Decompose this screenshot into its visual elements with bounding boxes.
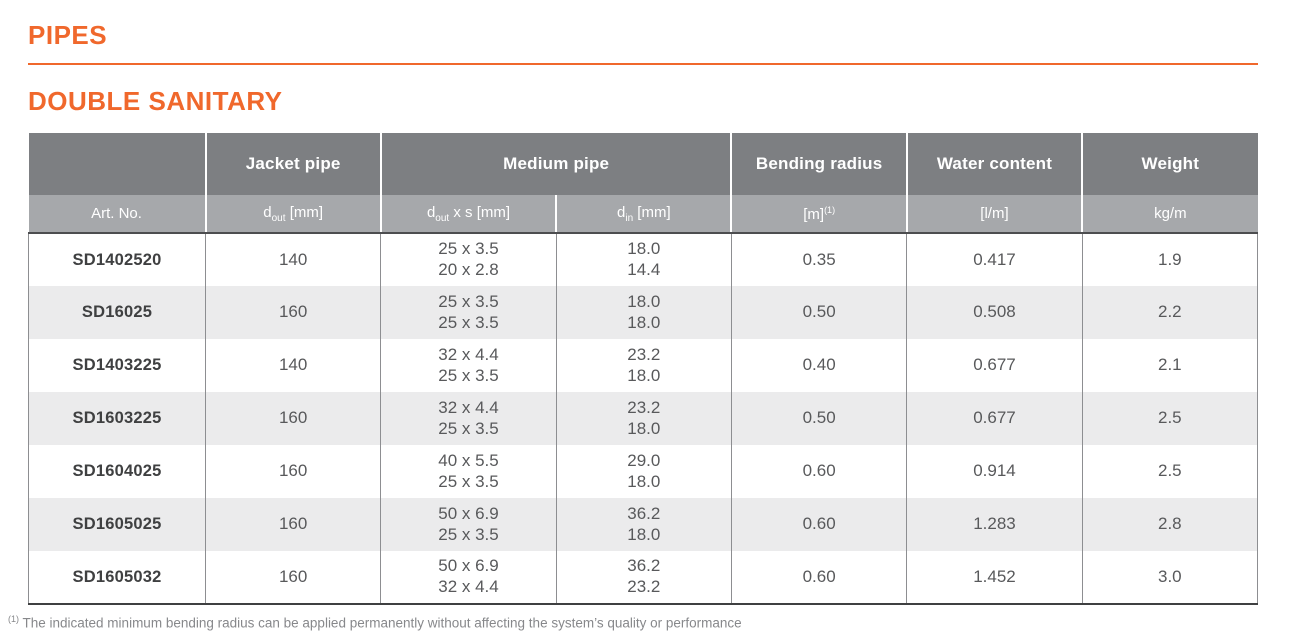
cell-medium-dout-s: 50 x 6.9 32 x 4.4 <box>380 551 557 605</box>
footnote-marker: (1) <box>8 614 19 624</box>
cell-medium-din: 23.2 18.0 <box>556 339 732 392</box>
cell-weight: 2.5 <box>1082 392 1259 445</box>
cell-jacket-dout: 160 <box>205 445 382 498</box>
cell-art-no: SD1605032 <box>28 551 206 605</box>
table-row: SD1604025 160 40 x 5.5 25 x 3.5 29.0 18.… <box>28 445 1259 498</box>
table-body: SD1402520 140 25 x 3.5 20 x 2.8 18.0 14.… <box>28 233 1259 605</box>
table-row: SD1605032 160 50 x 6.9 32 x 4.4 36.2 23.… <box>28 551 1259 605</box>
footnote-text: The indicated minimum bending radius can… <box>19 615 742 631</box>
cell-medium-dout-s: 50 x 6.9 25 x 3.5 <box>380 498 557 551</box>
cell-medium-din: 36.2 18.0 <box>556 498 732 551</box>
cell-water-content: 0.914 <box>906 445 1083 498</box>
cell-water-content: 0.417 <box>906 233 1083 286</box>
group-header-jacket-pipe: Jacket pipe <box>205 133 382 195</box>
group-header-water-content: Water content <box>906 133 1084 195</box>
sub-header-row: Art. No. dout [mm] dout x s [mm] din [mm… <box>28 195 1258 234</box>
cell-weight: 2.1 <box>1082 339 1259 392</box>
cell-weight: 2.5 <box>1082 445 1259 498</box>
cell-jacket-dout: 140 <box>205 339 382 392</box>
cell-water-content: 0.508 <box>906 286 1083 339</box>
group-header-empty <box>28 133 207 195</box>
table-row: SD1603225 160 32 x 4.4 25 x 3.5 23.2 18.… <box>28 392 1259 445</box>
cell-jacket-dout: 160 <box>205 392 382 445</box>
cell-art-no: SD1603225 <box>28 392 206 445</box>
cell-art-no: SD16025 <box>28 286 206 339</box>
title-divider-rule <box>28 63 1258 65</box>
cell-medium-dout-s: 25 x 3.5 25 x 3.5 <box>380 286 557 339</box>
group-header-weight: Weight <box>1082 133 1258 195</box>
pipe-spec-table: Jacket pipe Medium pipe Bending radius W… <box>28 133 1259 605</box>
cell-jacket-dout: 160 <box>205 286 382 339</box>
cell-medium-din: 18.0 14.4 <box>556 233 732 286</box>
cell-water-content: 0.677 <box>906 339 1083 392</box>
cell-art-no: SD1403225 <box>28 339 206 392</box>
cell-art-no: SD1605025 <box>28 498 206 551</box>
sub-header-medium-dout-s: dout x s [mm] <box>380 195 558 234</box>
cell-art-no: SD1604025 <box>28 445 206 498</box>
catalog-page: PIPES DOUBLE SANITARY Jacket pipe Medium… <box>8 20 1259 631</box>
cell-art-no: SD1402520 <box>28 233 206 286</box>
cell-bending-radius: 0.60 <box>731 445 908 498</box>
sub-header-weight: kg/m <box>1082 195 1258 234</box>
cell-weight: 1.9 <box>1082 233 1259 286</box>
cell-jacket-dout: 160 <box>205 551 382 605</box>
cell-medium-dout-s: 32 x 4.4 25 x 3.5 <box>380 392 557 445</box>
group-header-medium-pipe: Medium pipe <box>380 133 733 195</box>
page-title: PIPES <box>28 20 108 50</box>
table-header: Jacket pipe Medium pipe Bending radius W… <box>28 133 1258 234</box>
cell-medium-dout-s: 32 x 4.4 25 x 3.5 <box>380 339 557 392</box>
cell-weight: 2.2 <box>1082 286 1259 339</box>
cell-water-content: 0.677 <box>906 392 1083 445</box>
cell-bending-radius: 0.50 <box>731 392 908 445</box>
sub-header-jacket-dout: dout [mm] <box>205 195 382 234</box>
table-row: SD1605025 160 50 x 6.9 25 x 3.5 36.2 18.… <box>28 498 1259 551</box>
cell-bending-radius: 0.35 <box>731 233 908 286</box>
sub-header-art-no: Art. No. <box>28 195 207 234</box>
cell-medium-dout-s: 25 x 3.5 20 x 2.8 <box>380 233 557 286</box>
cell-bending-radius: 0.40 <box>731 339 908 392</box>
bending-radius-footnote: (1) The indicated minimum bending radius… <box>8 614 1258 631</box>
cell-jacket-dout: 160 <box>205 498 382 551</box>
group-header-row: Jacket pipe Medium pipe Bending radius W… <box>28 133 1258 195</box>
cell-water-content: 1.452 <box>906 551 1083 605</box>
sub-header-bending-radius: [m](1) <box>731 195 908 234</box>
section-subtitle: DOUBLE SANITARY <box>28 86 283 116</box>
cell-medium-dout-s: 40 x 5.5 25 x 3.5 <box>380 445 557 498</box>
cell-water-content: 1.283 <box>906 498 1083 551</box>
table-row: SD1402520 140 25 x 3.5 20 x 2.8 18.0 14.… <box>28 233 1259 286</box>
cell-medium-din: 29.0 18.0 <box>556 445 732 498</box>
cell-weight: 3.0 <box>1082 551 1259 605</box>
table-row: SD1403225 140 32 x 4.4 25 x 3.5 23.2 18.… <box>28 339 1259 392</box>
sub-header-water-content: [l/m] <box>906 195 1084 234</box>
cell-bending-radius: 0.60 <box>731 498 908 551</box>
cell-weight: 2.8 <box>1082 498 1259 551</box>
sub-header-medium-din: din [mm] <box>556 195 733 234</box>
table-row: SD16025 160 25 x 3.5 25 x 3.5 18.0 18.0 … <box>28 286 1259 339</box>
cell-medium-din: 18.0 18.0 <box>556 286 732 339</box>
cell-bending-radius: 0.60 <box>731 551 908 605</box>
cell-jacket-dout: 140 <box>205 233 382 286</box>
cell-medium-din: 36.2 23.2 <box>556 551 732 605</box>
group-header-bending-radius: Bending radius <box>731 133 908 195</box>
cell-medium-din: 23.2 18.0 <box>556 392 732 445</box>
cell-bending-radius: 0.50 <box>731 286 908 339</box>
